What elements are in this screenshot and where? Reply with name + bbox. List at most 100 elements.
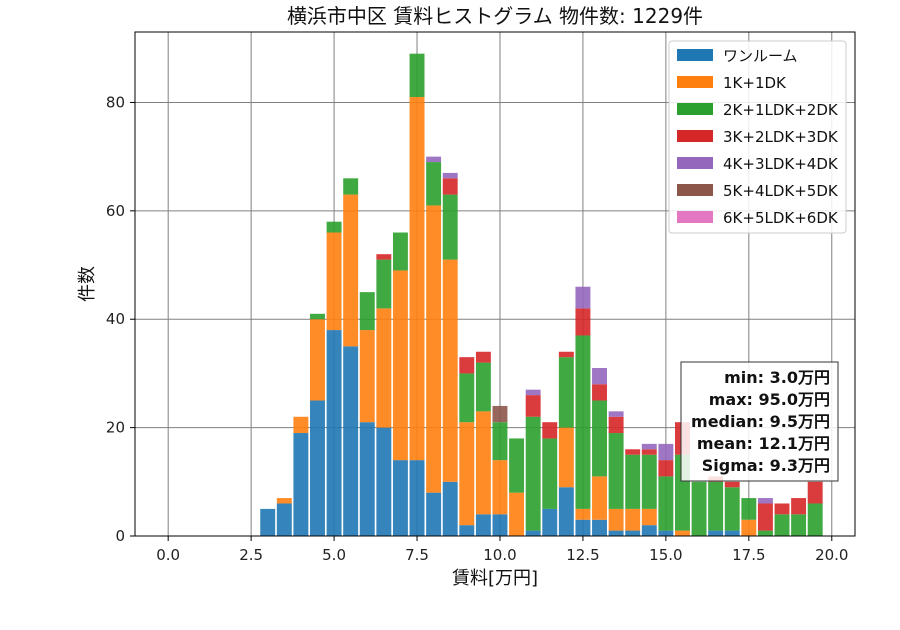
bar-segment <box>326 330 342 536</box>
bar-segment <box>293 433 309 536</box>
bar-segment <box>641 449 657 455</box>
bar-segment <box>575 308 591 336</box>
bar-segment <box>791 498 807 515</box>
bar-segment <box>608 530 624 536</box>
bar-segment <box>542 422 558 439</box>
bar-segment <box>575 335 591 509</box>
bar-segment <box>492 422 508 461</box>
bar-segment <box>475 514 491 536</box>
bar-segment <box>741 519 757 536</box>
axis-ticks: 0.0 2.5 5.0 7.5 10.0 12.5 15.0 17.5 20.0 0 20 40 60 8… <box>106 93 849 564</box>
bar-segment <box>575 286 591 309</box>
bar-segment <box>675 530 690 536</box>
bar-segment <box>376 308 392 428</box>
bar-segment <box>724 530 740 536</box>
x-tick-label: 5.0 <box>322 546 346 564</box>
bar-segment <box>592 476 607 520</box>
bar-segment <box>492 514 508 536</box>
bar-segment <box>409 53 425 98</box>
bar-segment <box>426 205 442 493</box>
legend-swatch <box>677 76 713 88</box>
legend-swatch <box>677 49 713 61</box>
bar-segment <box>542 508 558 536</box>
bar-segment <box>459 422 475 526</box>
x-tick-label: 7.5 <box>405 546 429 564</box>
bar-segment <box>276 503 292 536</box>
bar-segment <box>807 503 823 536</box>
stats-line: Sigma: 9.3万円 <box>702 456 830 475</box>
bar-segment <box>757 530 773 536</box>
x-tick-label: 0.0 <box>156 546 180 564</box>
bar-segment <box>442 259 458 482</box>
bar-segment <box>741 498 757 520</box>
bar-segment <box>276 498 292 504</box>
bar-segment <box>724 481 740 488</box>
bar-segment <box>641 525 657 536</box>
bar-segment <box>310 313 325 320</box>
bar-segment <box>475 362 491 412</box>
stats-box: min: 3.0万円 max: 95.0万円 median: 9.5万円 mean: … <box>680 361 839 482</box>
bar-segment <box>475 411 491 515</box>
bar-segment <box>525 416 541 531</box>
bar-segment <box>326 232 342 331</box>
bar-segment <box>326 221 342 233</box>
bar-segment <box>343 194 359 347</box>
bar-segment <box>459 373 475 423</box>
bar-segment <box>459 357 475 374</box>
bar-segment <box>608 411 624 417</box>
legend-swatch <box>677 157 713 169</box>
bar-segment <box>641 443 657 450</box>
legend-swatch <box>677 211 713 223</box>
stats-frame <box>680 361 839 482</box>
y-axis-label: 件数 <box>77 266 98 302</box>
bar-segment <box>625 508 641 531</box>
bar-segment <box>359 422 375 536</box>
bar-segment <box>691 481 707 536</box>
bar-segment <box>442 481 458 536</box>
bar-segment <box>525 395 541 417</box>
x-tick-label: 17.5 <box>732 546 765 564</box>
bar-segment <box>608 416 624 434</box>
bar-segment <box>442 172 458 179</box>
bar-segment <box>442 178 458 195</box>
bar-segment <box>757 498 773 504</box>
bar-segment <box>558 427 574 488</box>
bar-segment <box>343 178 359 195</box>
bar-segment <box>592 384 607 401</box>
legend-entry: 6K+5LDK+6DK <box>723 209 839 227</box>
legend-entry: 3K+2LDK+3DK <box>723 128 839 146</box>
bar-segment <box>525 389 541 396</box>
legend-swatch <box>677 103 713 115</box>
bar-segment <box>658 460 674 477</box>
y-tick-label: 60 <box>106 202 125 220</box>
bar-segment <box>575 508 591 520</box>
bar-segment <box>558 487 574 536</box>
bar-segment <box>641 454 657 509</box>
bar-segment <box>376 427 392 536</box>
bar-segment <box>409 97 425 461</box>
y-tick-label: 80 <box>106 93 125 111</box>
bar-stacks <box>260 53 823 536</box>
bar-segment <box>392 270 408 461</box>
bar-segment <box>359 292 375 331</box>
stats-line: median: 9.5万円 <box>691 412 830 431</box>
bar-segment <box>475 351 491 363</box>
stats-line: min: 3.0万円 <box>724 368 830 387</box>
bar-segment <box>708 530 724 536</box>
bar-segment <box>442 194 458 260</box>
legend-entry: 2K+1LDK+2DK <box>723 101 839 119</box>
x-tick-label: 12.5 <box>566 546 599 564</box>
bar-segment <box>376 254 392 260</box>
bar-segment <box>558 351 574 358</box>
y-tick-label: 40 <box>106 310 125 328</box>
legend-swatch <box>677 130 713 142</box>
x-axis-label: 賃料[万円] <box>452 568 538 589</box>
bar-segment <box>757 503 773 531</box>
x-tick-label: 15.0 <box>649 546 682 564</box>
bar-segment <box>807 481 823 504</box>
bar-segment <box>592 368 607 385</box>
bar-segment <box>724 487 740 531</box>
bar-segment <box>774 514 790 536</box>
bar-segment <box>426 156 442 163</box>
